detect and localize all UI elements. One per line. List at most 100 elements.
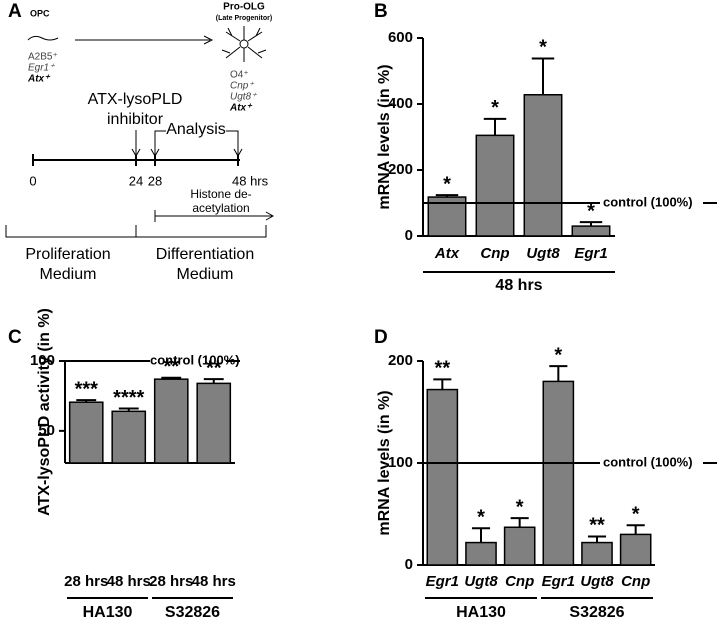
time-label: 24 [129, 173, 143, 188]
panel-label: A [8, 1, 22, 22]
reference-label: control (100%) [603, 454, 693, 469]
bar [542, 380, 575, 566]
x-tick-label: Cnp [480, 245, 509, 262]
significance: * [539, 37, 547, 59]
time-label: 0 [29, 173, 36, 188]
x-tick-label: Egr1 [542, 573, 575, 590]
reference-label: control (100%) [150, 352, 240, 367]
significance: * [477, 507, 485, 529]
opc-label: OPC [30, 8, 50, 18]
bar [111, 410, 147, 464]
inhibitor-label: inhibitor [107, 111, 164, 128]
panel-label: C [8, 327, 22, 348]
panel-label: B [374, 1, 388, 22]
x-tick-label: 28 hrs [149, 573, 193, 590]
error-bar [76, 399, 97, 403]
error-bar [435, 194, 459, 198]
y-tick-label: 0 [405, 556, 413, 573]
error-bar [161, 376, 182, 380]
significance: * [587, 200, 595, 222]
error-bar [118, 407, 139, 412]
group-label: HA130 [456, 604, 506, 621]
prool-cell [221, 26, 267, 62]
medium-label: Medium [177, 266, 234, 283]
significance: * [516, 496, 524, 518]
arrow-head [154, 210, 275, 222]
error-bar [471, 527, 491, 543]
group-label: S32826 [569, 604, 624, 621]
error-bar [483, 117, 507, 136]
medium-label: Medium [40, 266, 97, 283]
time-label: 28 [148, 173, 162, 188]
significance: *** [75, 378, 99, 400]
marker: Egr1⁺ [28, 63, 55, 74]
medium-label: Differentiation [156, 246, 254, 263]
y-tick-label: 200 [388, 352, 413, 369]
y-tick-label: 400 [388, 95, 413, 112]
prool-sublabel: (Late Progenitor) [216, 15, 272, 22]
bar [153, 378, 189, 464]
y-tick-label: 50 [38, 422, 55, 439]
inhibitor-label: ATX-lysoPLD [88, 91, 183, 108]
x-tick-label: Ugt8 [580, 573, 614, 590]
marker: A2B5⁺ [28, 52, 58, 63]
marker: Cnp⁺ [230, 81, 254, 92]
x-tick-label: 48 hrs [107, 573, 151, 590]
x-tick-label: Egr1 [574, 245, 607, 262]
opc-cell [27, 35, 59, 41]
y-axis-label: mRNA levels (in %) [376, 64, 393, 209]
significance: * [632, 504, 640, 526]
marker: Atx⁺ [27, 74, 51, 85]
bar [196, 382, 232, 464]
error-bar [626, 524, 645, 535]
bracket-arrows [154, 130, 239, 155]
bar [68, 401, 104, 464]
arrow-head [203, 35, 214, 45]
x-tick-label: Cnp [505, 573, 534, 590]
significance: ** [206, 357, 222, 379]
y-tick-label: 100 [388, 454, 413, 471]
analysis-label: Analysis [166, 121, 226, 138]
panel-label: D [374, 327, 388, 348]
histone-label: acetylation [192, 201, 249, 215]
prool-label: Pro-OLG [223, 2, 265, 13]
histone-label: Histone de- [190, 187, 251, 201]
bar [475, 134, 515, 237]
error-bar [203, 378, 224, 384]
timeline-ticks [32, 154, 239, 166]
y-tick-label: 100 [30, 352, 55, 369]
time-label: 48 hrs [232, 173, 269, 188]
significance: ** [435, 358, 451, 380]
y-tick-label: 600 [388, 29, 413, 46]
bar [465, 541, 497, 566]
y-tick-label: 0 [405, 227, 413, 244]
error-bar [510, 517, 529, 528]
bar [523, 94, 563, 237]
significance: **** [113, 387, 144, 409]
group-label: S32826 [165, 604, 220, 621]
bar [571, 225, 611, 237]
bar [426, 388, 459, 566]
marker: O4⁺ [230, 70, 249, 81]
significance: * [554, 344, 562, 366]
y-tick-label: 200 [388, 161, 413, 178]
x-tick-label: Atx [434, 245, 460, 262]
x-tick-label: Cnp [621, 573, 650, 590]
x-tick-label: 28 hrs [64, 573, 108, 590]
x-tick-label: Ugt8 [464, 573, 498, 590]
error-bar [579, 221, 603, 227]
error-bar [549, 365, 568, 382]
medium-brackets [5, 225, 267, 238]
group-label: HA130 [83, 604, 133, 621]
medium-label: Proliferation [25, 246, 110, 263]
y-axis-label: mRNA levels (in %) [376, 390, 393, 535]
bar [581, 541, 613, 566]
diagram: OPC A2B5⁺ Egr1⁺ Atx⁺ Pro-OLG (Late Proge… [5, 2, 275, 283]
significance: * [443, 173, 451, 195]
error-bar [433, 378, 452, 390]
marker: Ugt8⁺ [230, 92, 257, 103]
arrow-head [150, 148, 243, 158]
error-bar [531, 57, 555, 95]
significance: * [491, 97, 499, 119]
